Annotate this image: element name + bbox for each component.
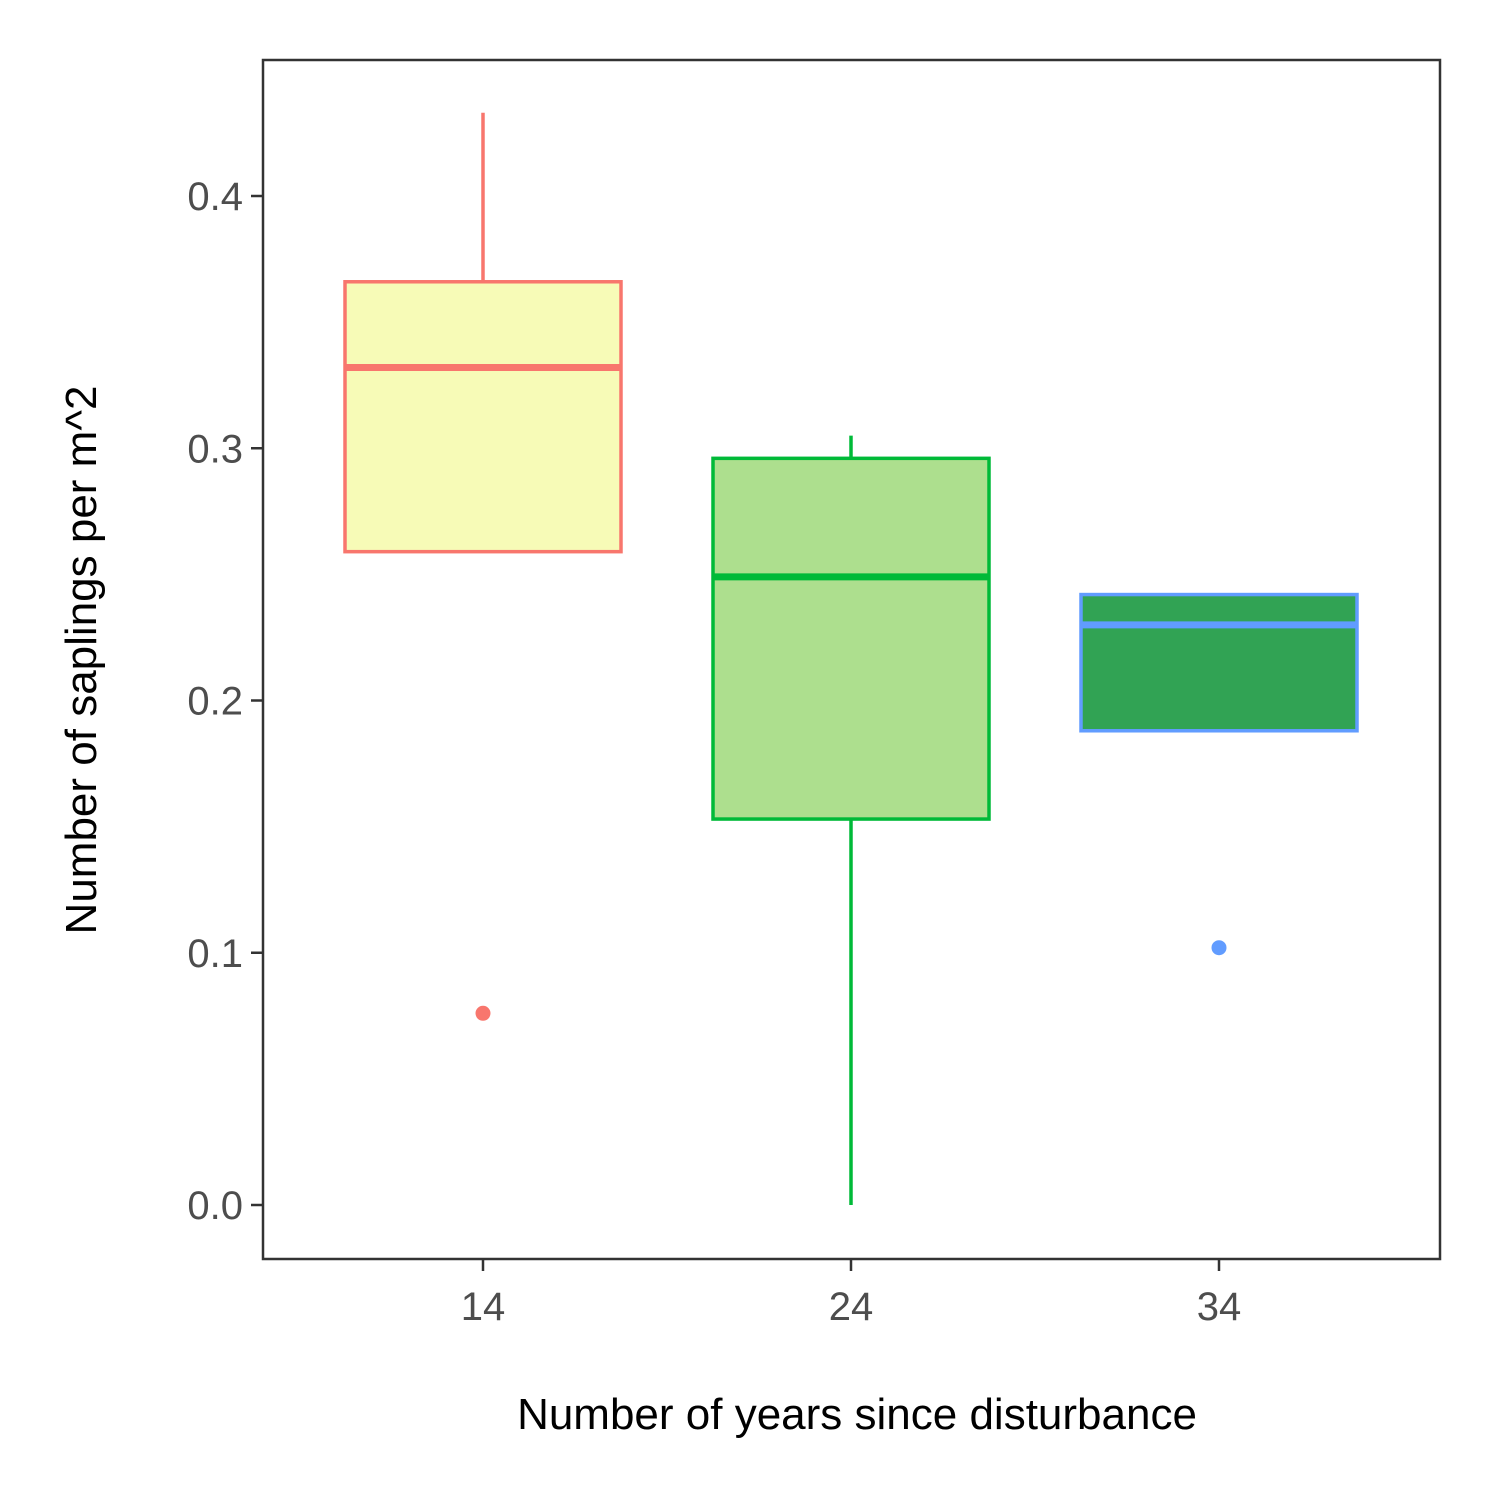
outlier-point: [1211, 940, 1227, 956]
box-iqr: [711, 456, 991, 821]
y-tick-label: 0.4: [187, 175, 243, 219]
x-axis: 14 24 34: [461, 1259, 1242, 1329]
y-axis-title: Number of saplings per m^2: [57, 386, 106, 935]
box-group-24: [711, 435, 991, 1205]
x-axis-title: Number of years since disturbance: [517, 1390, 1197, 1439]
box-iqr: [1079, 592, 1359, 733]
y-tick-label: 0.2: [187, 680, 243, 724]
x-tick-label: 34: [1197, 1285, 1242, 1329]
box-group-34: [1079, 592, 1359, 956]
y-tick-label: 0.1: [187, 932, 243, 976]
y-tick-label: 0.0: [187, 1184, 243, 1228]
x-tick-label: 24: [829, 1285, 874, 1329]
box-group-14: [343, 112, 623, 1021]
outlier-point: [475, 1005, 491, 1021]
y-tick-label: 0.3: [187, 427, 243, 471]
y-axis: 0.0 0.1 0.2 0.3 0.4: [187, 175, 263, 1228]
x-tick-label: 14: [461, 1285, 506, 1329]
boxes-layer: [343, 112, 1359, 1205]
box-iqr: [343, 280, 623, 554]
